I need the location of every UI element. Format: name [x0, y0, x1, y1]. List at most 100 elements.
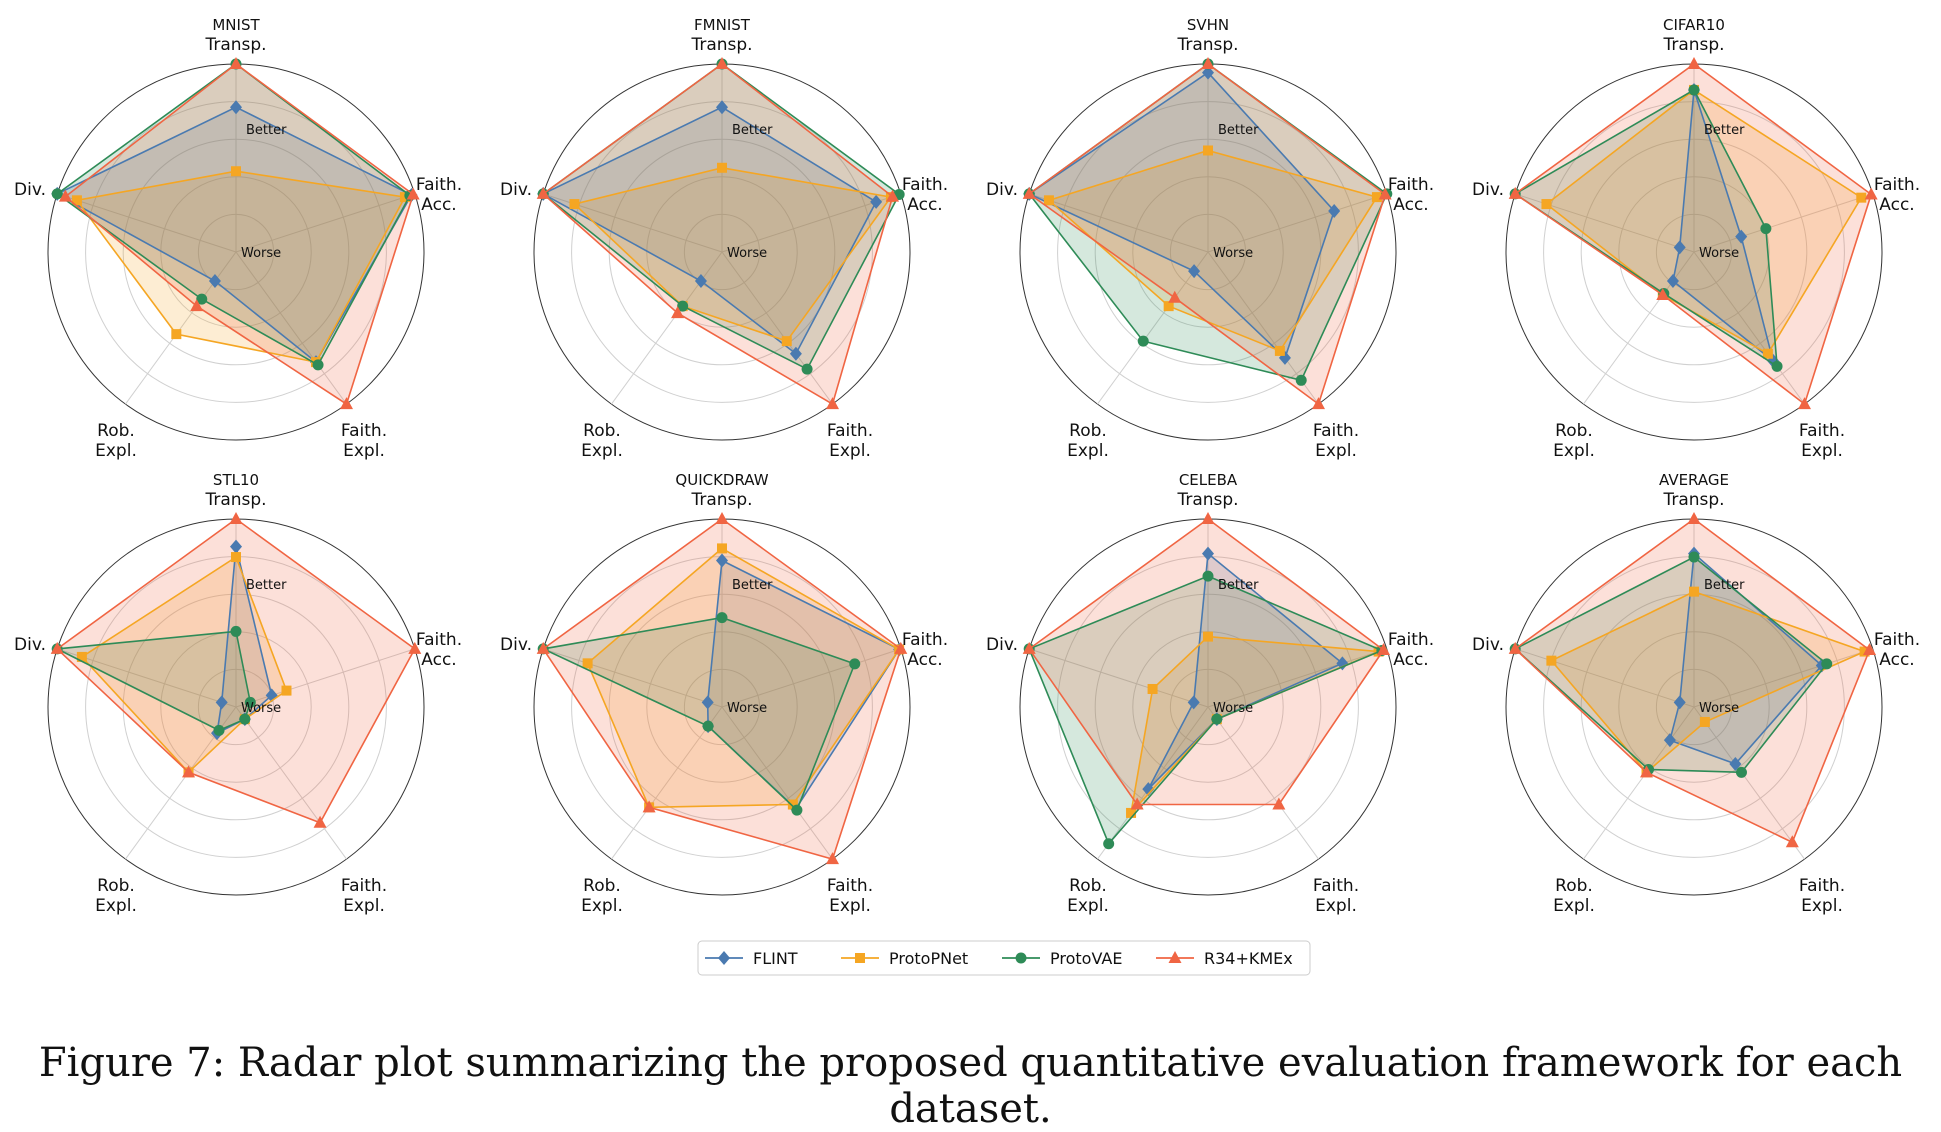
legend-label-protopnet: ProtoPNet — [889, 949, 968, 968]
area-protopnet — [1131, 636, 1379, 813]
spoke-faith-acc — [1207, 193, 1387, 253]
area-r34-kmex — [1029, 64, 1386, 405]
line-r34-kmex — [64, 62, 415, 406]
point-r34-kmex-rob-expl — [190, 299, 204, 312]
line-flint — [541, 106, 878, 355]
spoke-faith-expl — [1207, 706, 1319, 860]
legend-label-protovae: ProtoVAE — [1050, 949, 1122, 968]
line-r34-kmex — [1028, 518, 1385, 806]
area-r34-kmex — [57, 519, 415, 823]
point-r34-kmex-faith-acc — [894, 641, 908, 654]
point-r34-kmex-faith-expl — [1798, 397, 1812, 410]
point-protovae-transp — [716, 612, 728, 624]
point-protovae-rob-expl — [702, 720, 714, 732]
axis-label-rob-expl: Rob. Expl. — [95, 876, 137, 916]
point-r34-kmex-div — [536, 641, 550, 654]
worse-label: Worse — [1213, 701, 1253, 716]
radar-panel-average: Better Worse Transp. Faith. Acc. Faith. Expl. R… — [1472, 471, 1920, 916]
area-r34-kmex — [543, 519, 901, 860]
area-r34-kmex — [1515, 519, 1870, 843]
spoke-div — [1515, 648, 1695, 708]
legend-marker-protopnet — [855, 953, 865, 963]
area-protovae — [1029, 64, 1387, 381]
line-flint — [1027, 71, 1336, 360]
point-r34-kmex-transp — [715, 57, 729, 69]
axis-label-rob-expl: Rob. Expl. — [1553, 421, 1595, 461]
axis-label-div: Div. — [1472, 635, 1504, 655]
line-r34-kmex — [55, 518, 416, 824]
spoke-faith-expl — [721, 706, 833, 860]
spoke-faith-acc — [1207, 648, 1387, 708]
legend-marker-flint — [718, 951, 730, 965]
point-protopnet-faith-acc — [1371, 192, 1382, 203]
point-protovae-faith-acc — [1821, 658, 1833, 670]
point-protovae-faith-expl — [239, 713, 251, 725]
point-r34-kmex-faith-acc — [408, 641, 422, 654]
area-flint — [217, 546, 272, 734]
point-r34-kmex-transp — [229, 57, 243, 69]
radar-panel-cifar10: Better Worse Transp. Faith. Acc. Faith. Expl. R… — [1472, 16, 1920, 461]
radar-panel-fmnist: Better Worse Transp. Faith. Acc. Faith. Expl. R… — [500, 16, 948, 461]
area-r34-kmex — [65, 64, 414, 405]
point-r34-kmex-div — [536, 186, 550, 199]
point-protopnet-transp — [231, 166, 241, 177]
axis-label-faith-acc: Faith. Acc. — [1874, 175, 1920, 215]
line-protovae — [55, 63, 411, 366]
axis-label-div: Div. — [500, 180, 532, 200]
point-protovae-rob-expl — [1137, 335, 1149, 347]
point-r34-kmex-transp — [1687, 57, 1701, 69]
point-r34-kmex-faith-expl — [1272, 797, 1286, 810]
point-r34-kmex-rob-expl — [1656, 287, 1670, 300]
axis-label-transp: Transp. — [690, 490, 752, 510]
line-protovae — [540, 616, 856, 812]
area-r34-kmex — [543, 64, 893, 405]
point-protopnet-div — [582, 658, 593, 669]
better-label: Better — [1704, 578, 1745, 593]
worse-label: Worse — [241, 701, 281, 716]
worse-label: Worse — [727, 246, 767, 261]
point-protopnet-faith-expl — [1699, 716, 1710, 727]
area-flint — [543, 107, 877, 354]
panel-title: AVERAGE — [1659, 471, 1729, 489]
area-protopnet — [574, 167, 891, 342]
area-protovae — [57, 631, 251, 731]
radar-panel-stl10: Better Worse Transp. Faith. Acc. Faith. Expl. R… — [14, 471, 462, 916]
axis-label-rob-expl: Rob. Expl. — [1067, 421, 1109, 461]
radar-panel-quickdraw: Better Worse Transp. Faith. Acc. Faith. Expl. R… — [500, 471, 948, 916]
point-flint-div — [215, 695, 228, 710]
better-label: Better — [246, 578, 287, 593]
point-r34-kmex-faith-expl — [340, 397, 354, 410]
worse-label: Worse — [1699, 246, 1739, 261]
line-flint — [1672, 89, 1775, 363]
panel-title: STL10 — [213, 471, 259, 489]
point-protopnet-transp — [1203, 145, 1213, 156]
point-flint-transp — [230, 100, 242, 115]
line-protopnet — [572, 166, 893, 343]
point-protopnet-div — [1147, 683, 1158, 694]
point-r34-kmex-rob-expl — [1168, 290, 1182, 303]
worse-label: Worse — [1699, 701, 1739, 716]
area-protopnet — [1551, 591, 1865, 773]
axis-label-faith-acc: Faith. Acc. — [416, 175, 462, 215]
axis-label-faith-expl: Faith. Expl. — [341, 876, 387, 916]
point-protovae-faith-acc — [849, 658, 861, 670]
point-flint-transp — [1202, 546, 1214, 561]
axis-label-rob-expl: Rob. Expl. — [1067, 876, 1109, 916]
spoke-rob-expl — [1097, 706, 1209, 860]
point-protopnet-div — [1546, 655, 1557, 666]
point-protovae-rob-expl — [677, 300, 689, 312]
point-protovae-transp — [1688, 551, 1700, 563]
line-r34-kmex — [1513, 63, 1873, 406]
point-r34-kmex-rob-expl — [642, 800, 656, 813]
axis-label-faith-expl: Faith. Expl. — [1799, 421, 1845, 461]
point-protopnet-div — [76, 651, 87, 662]
point-r34-kmex-faith-expl — [826, 397, 840, 410]
area-protopnet — [587, 548, 900, 808]
point-protovae-faith-acc — [1760, 223, 1772, 235]
area-protovae — [543, 617, 855, 811]
axis-label-faith-expl: Faith. Expl. — [1799, 876, 1845, 916]
point-protovae-faith-expl — [1211, 713, 1223, 725]
spoke-rob-expl — [611, 706, 723, 860]
point-protopnet-faith-acc — [1856, 192, 1867, 203]
point-r34-kmex-div — [58, 189, 72, 202]
